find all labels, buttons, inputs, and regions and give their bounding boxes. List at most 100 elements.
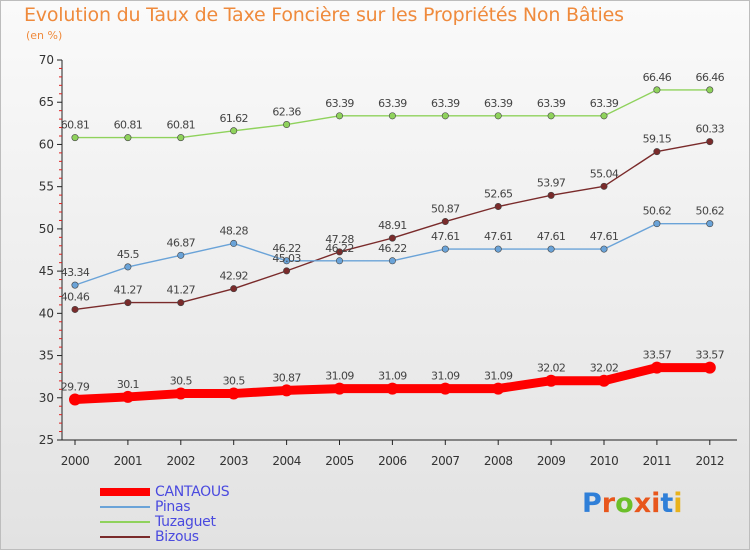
- data-point: [492, 382, 505, 395]
- series-bizous: [71, 138, 714, 313]
- logo-letter: x: [633, 488, 652, 519]
- legend-label: Bizous: [155, 529, 199, 545]
- y-tick-label: 60: [39, 137, 54, 151]
- data-label: 29.79: [61, 381, 90, 394]
- axes: 25 30 35 40 45 50 55 60 65 70 2000 2001 2002 2003 2004…: [39, 53, 737, 468]
- data-point: [283, 267, 291, 275]
- data-point: [547, 245, 555, 253]
- data-label: 63.39: [484, 97, 513, 110]
- x-tick-label: 2005: [325, 454, 354, 468]
- data-label: 63.39: [378, 97, 407, 110]
- data-label: 47.61: [484, 230, 513, 243]
- data-point: [69, 393, 81, 406]
- data-point: [335, 248, 343, 256]
- data-label: 30.5: [170, 375, 193, 388]
- y-tick-label: 35: [39, 349, 54, 363]
- data-label: 45.03: [272, 252, 301, 265]
- data-label: 46.87: [167, 236, 196, 249]
- logo-letter: P: [582, 488, 602, 519]
- x-tick-label: 2001: [114, 454, 143, 468]
- data-point: [230, 285, 238, 293]
- data-point: [280, 384, 293, 397]
- data-point: [441, 218, 449, 226]
- data-label: 46.22: [272, 242, 301, 255]
- data-point: [283, 121, 291, 129]
- y-tick-label: 45: [39, 264, 54, 278]
- data-label: 66.46: [696, 71, 725, 84]
- data-point: [598, 374, 610, 387]
- series-tuzaguet: [71, 86, 714, 142]
- data-point: [177, 299, 185, 307]
- legend-item-tuzaguet: Tuzaguet: [100, 514, 360, 530]
- y-tick-label: 30: [39, 391, 54, 405]
- chart-subtitle: (en %): [26, 29, 63, 42]
- data-point: [71, 134, 79, 142]
- series-cantaous: [69, 361, 716, 406]
- legend-label: CANTAOUS: [155, 484, 230, 500]
- data-point: [441, 112, 449, 120]
- data-point: [335, 257, 343, 265]
- data-label: 60.81: [114, 119, 143, 132]
- y-tick-label: 55: [39, 180, 54, 194]
- data-point: [283, 257, 291, 265]
- x-tick-label: 2003: [219, 454, 248, 468]
- data-label: 32.02: [590, 362, 619, 375]
- legend-label: Tuzaguet: [155, 514, 216, 530]
- data-label: 31.09: [378, 370, 407, 383]
- y-tick-label: 25: [39, 433, 54, 447]
- data-label: 31.09: [484, 370, 513, 383]
- data-point: [706, 220, 714, 228]
- data-label: 47.61: [537, 230, 566, 243]
- chart-title: Evolution du Taux de Taxe Foncière sur l…: [24, 4, 624, 26]
- data-label: 40.46: [61, 290, 90, 303]
- data-label: 63.39: [590, 97, 619, 110]
- data-label: 48.91: [378, 219, 407, 232]
- data-label: 63.39: [537, 97, 566, 110]
- logo-letter: o: [615, 488, 634, 519]
- data-point: [494, 203, 502, 211]
- data-point: [227, 387, 240, 400]
- data-point: [177, 134, 185, 142]
- data-point: [653, 148, 661, 156]
- data-label: 32.02: [537, 362, 566, 375]
- logo-letter: i: [673, 488, 683, 519]
- x-tick-label: 2000: [61, 454, 90, 468]
- data-point: [439, 382, 452, 395]
- data-point: [547, 191, 555, 199]
- proxiti-logo: Proxiti: [582, 488, 683, 519]
- data-point: [653, 220, 661, 228]
- logo-letter: r: [601, 488, 616, 519]
- data-point: [706, 86, 714, 94]
- data-label: 50.87: [431, 203, 460, 216]
- data-label: 62.36: [272, 106, 301, 119]
- legend-swatch: [100, 506, 150, 508]
- data-label: 43.34: [61, 266, 90, 279]
- legend-item-bizous: Bizous: [100, 529, 360, 545]
- data-point: [494, 112, 502, 120]
- point-labels: 60.81 60.81 60.81 61.62 62.36 63.39 63.39 63.39…: [61, 71, 725, 394]
- data-label: 60.81: [61, 119, 90, 132]
- legend-swatch: [100, 488, 150, 496]
- x-tick-label: 2002: [167, 454, 196, 468]
- data-point: [388, 112, 396, 120]
- legend-swatch: [100, 536, 150, 538]
- data-label: 30.87: [272, 371, 301, 384]
- x-tick-label: 2011: [643, 454, 672, 468]
- legend-swatch: [100, 521, 150, 523]
- x-tick-label: 2009: [537, 454, 566, 468]
- data-point: [230, 127, 238, 135]
- legend-item-pinas: Pinas: [100, 499, 360, 515]
- data-label: 60.33: [696, 123, 725, 136]
- data-point: [703, 361, 716, 374]
- data-point: [706, 138, 714, 146]
- data-point: [441, 245, 449, 253]
- data-point: [124, 299, 132, 307]
- data-point: [124, 263, 132, 271]
- data-point: [230, 239, 238, 247]
- data-point: [650, 361, 663, 374]
- data-point: [545, 374, 558, 387]
- x-tick-label: 2012: [696, 454, 725, 468]
- data-label: 66.46: [643, 71, 672, 84]
- logo-letter: t: [660, 488, 674, 519]
